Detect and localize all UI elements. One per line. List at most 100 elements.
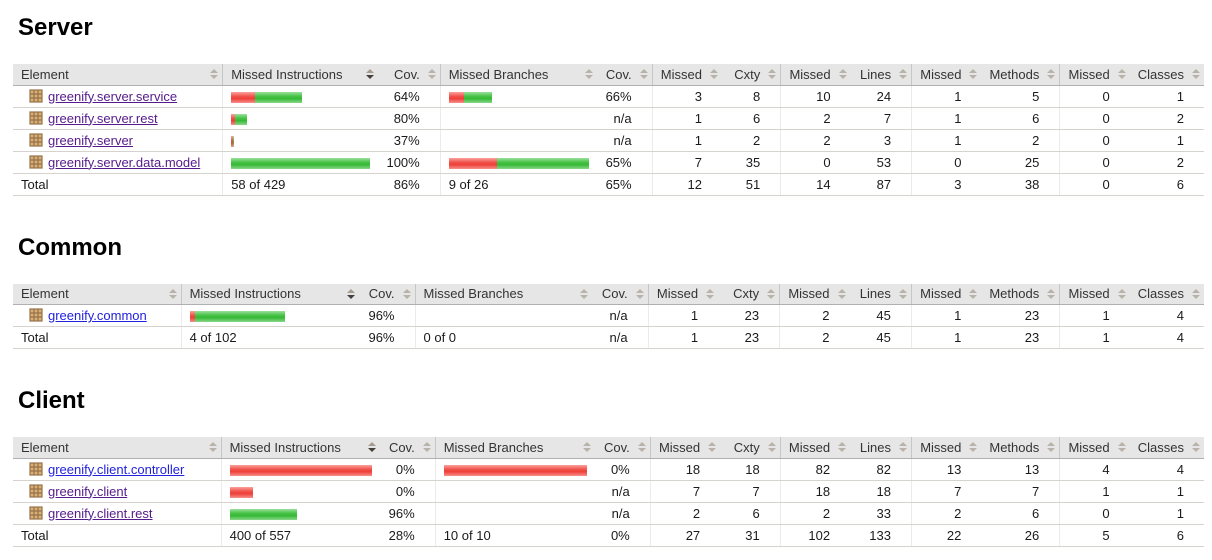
column-header-missed-branches[interactable]: Missed Branches bbox=[439, 64, 597, 86]
sort-down-arrow-icon bbox=[402, 294, 411, 299]
counter-cell: 1 bbox=[651, 107, 722, 130]
column-header-missed-methods[interactable]: Missed bbox=[910, 437, 982, 459]
total-counter-cell: 31 bbox=[720, 524, 781, 547]
column-header-missed-methods[interactable]: Missed bbox=[911, 64, 982, 86]
column-header-missed-instructions[interactable]: Missed Instructions bbox=[180, 283, 360, 305]
column-header-methods[interactable]: Methods bbox=[981, 283, 1060, 305]
column-header-missed-branches[interactable]: Missed Branches bbox=[434, 437, 595, 459]
package-link[interactable]: greenify.client bbox=[48, 483, 128, 499]
counter-cell: 2 bbox=[721, 129, 781, 152]
column-header-classes[interactable]: Classes bbox=[1129, 437, 1204, 459]
coverage-bar bbox=[229, 508, 297, 520]
coverage-table: Element Missed Instructions Cov. Missed Bra… bbox=[13, 283, 1204, 349]
sort-toggle-icon bbox=[1117, 442, 1126, 453]
counter-cell: 18 bbox=[720, 458, 781, 481]
column-header-label: Cxty bbox=[733, 286, 760, 302]
column-header-missed-methods[interactable]: Missed bbox=[910, 283, 982, 305]
package-link[interactable]: greenify.server.service bbox=[48, 88, 178, 104]
instruction-coverage-cell: 96% bbox=[359, 304, 415, 327]
instruction-coverage-cell: 96% bbox=[379, 502, 436, 525]
sort-down-arrow-icon bbox=[1192, 75, 1200, 80]
column-header-missed-instructions[interactable]: Missed Instructions bbox=[220, 437, 380, 459]
column-header-instruction-cov[interactable]: Cov. bbox=[379, 437, 436, 459]
sort-down-arrow-icon bbox=[1047, 294, 1056, 299]
column-header-missed-classes[interactable]: Missed bbox=[1059, 283, 1130, 305]
column-header-lines[interactable]: Lines bbox=[850, 437, 912, 459]
column-header-branch-cov[interactable]: Cov. bbox=[594, 437, 651, 459]
counter-cell: 2 bbox=[1129, 107, 1204, 130]
column-header-methods[interactable]: Methods bbox=[981, 64, 1060, 86]
column-header-label: Missed bbox=[789, 66, 831, 82]
column-header-missed-classes[interactable]: Missed bbox=[1059, 437, 1130, 459]
column-header-missed-classes[interactable]: Missed bbox=[1059, 64, 1130, 86]
sort-up-arrow-icon bbox=[422, 442, 431, 447]
missed-instructions-bar-cell bbox=[222, 107, 379, 130]
coverage-bar bbox=[189, 311, 285, 323]
column-header-classes[interactable]: Classes bbox=[1129, 64, 1204, 86]
column-header-label: Cov. bbox=[601, 286, 628, 302]
sort-up-arrow-icon bbox=[838, 442, 847, 447]
counter-cell: 1 bbox=[1129, 129, 1204, 152]
column-header-instruction-cov[interactable]: Cov. bbox=[378, 64, 441, 86]
missed-bar-segment bbox=[231, 135, 234, 147]
total-counter-cell: 6 bbox=[1129, 173, 1204, 196]
column-header-classes[interactable]: Classes bbox=[1129, 283, 1204, 305]
column-header-methods[interactable]: Methods bbox=[981, 437, 1060, 459]
package-link[interactable]: greenify.client.controller bbox=[48, 461, 185, 477]
column-header-missed-cxty[interactable]: Missed bbox=[647, 283, 719, 305]
column-header-missed-branches[interactable]: Missed Branches bbox=[414, 283, 593, 305]
counter-cell: 2 bbox=[1129, 151, 1204, 174]
column-header-missed-cxty[interactable]: Missed bbox=[651, 64, 722, 86]
sort-down-arrow-icon bbox=[580, 294, 589, 299]
package-link[interactable]: greenify.common bbox=[48, 308, 147, 323]
column-header-missed-lines[interactable]: Missed bbox=[780, 64, 851, 86]
total-counter-cell: 14 bbox=[780, 173, 851, 196]
package-link[interactable]: greenify.server bbox=[48, 132, 134, 148]
sort-up-arrow-icon bbox=[709, 69, 718, 74]
header-row: Element Missed Instructions Cov. Missed Bra… bbox=[13, 437, 1204, 459]
sort-down-arrow-icon bbox=[1047, 448, 1056, 453]
package-icon bbox=[29, 132, 43, 147]
sort-up-arrow-icon bbox=[969, 442, 978, 447]
column-header-element[interactable]: Element bbox=[13, 283, 182, 305]
column-header-cxty[interactable]: Cxty bbox=[720, 437, 781, 459]
missed-branches-bar-cell bbox=[434, 458, 595, 481]
column-header-missed-instructions[interactable]: Missed Instructions bbox=[222, 64, 379, 86]
element-cell: greenify.common bbox=[13, 304, 182, 327]
branch-coverage-cell: 65% bbox=[596, 151, 653, 174]
column-header-branch-cov[interactable]: Cov. bbox=[592, 283, 649, 305]
total-counter-cell: 5 bbox=[1059, 524, 1130, 547]
column-header-missed-lines[interactable]: Missed bbox=[779, 283, 850, 305]
sort-down-arrow-icon bbox=[708, 448, 717, 453]
column-header-branch-cov[interactable]: Cov. bbox=[596, 64, 653, 86]
missed-bar-segment bbox=[189, 311, 195, 323]
package-link[interactable]: greenify.server.rest bbox=[48, 110, 158, 126]
column-header-label: Missed bbox=[658, 439, 701, 455]
coverage-bar bbox=[231, 91, 303, 103]
counter-cell: 1 bbox=[910, 304, 982, 327]
column-header-label: Element bbox=[21, 286, 69, 302]
instruction-coverage-cell: 0% bbox=[379, 480, 436, 503]
column-header-missed-lines[interactable]: Missed bbox=[779, 437, 851, 459]
column-header-missed-cxty[interactable]: Missed bbox=[649, 437, 721, 459]
counter-cell: 1 bbox=[1059, 304, 1130, 327]
column-header-label: Cov. bbox=[393, 66, 420, 82]
column-header-label: Missed bbox=[656, 286, 699, 302]
missed-bar-segment bbox=[443, 464, 587, 476]
column-header-lines[interactable]: Lines bbox=[849, 283, 912, 305]
column-header-cxty[interactable]: Cxty bbox=[718, 283, 780, 305]
package-link[interactable]: greenify.server.data.model bbox=[48, 154, 201, 170]
counter-cell: 2 bbox=[779, 304, 850, 327]
column-header-element[interactable]: Element bbox=[13, 64, 223, 86]
sort-toggle-icon bbox=[708, 442, 717, 453]
package-link[interactable]: greenify.client.rest bbox=[48, 505, 153, 521]
column-header-instruction-cov[interactable]: Cov. bbox=[359, 283, 415, 305]
column-header-label: Missed bbox=[788, 286, 830, 302]
counter-cell: 35 bbox=[721, 151, 781, 174]
column-header-element[interactable]: Element bbox=[13, 437, 222, 459]
table-row: greenify.server 37% n/a 1 2 2 3 1 2 0 1 bbox=[13, 129, 1204, 152]
missed-bar-segment bbox=[229, 464, 372, 476]
column-header-cxty[interactable]: Cxty bbox=[721, 64, 781, 86]
total-counter-cell: 23 bbox=[718, 326, 780, 349]
column-header-lines[interactable]: Lines bbox=[850, 64, 912, 86]
